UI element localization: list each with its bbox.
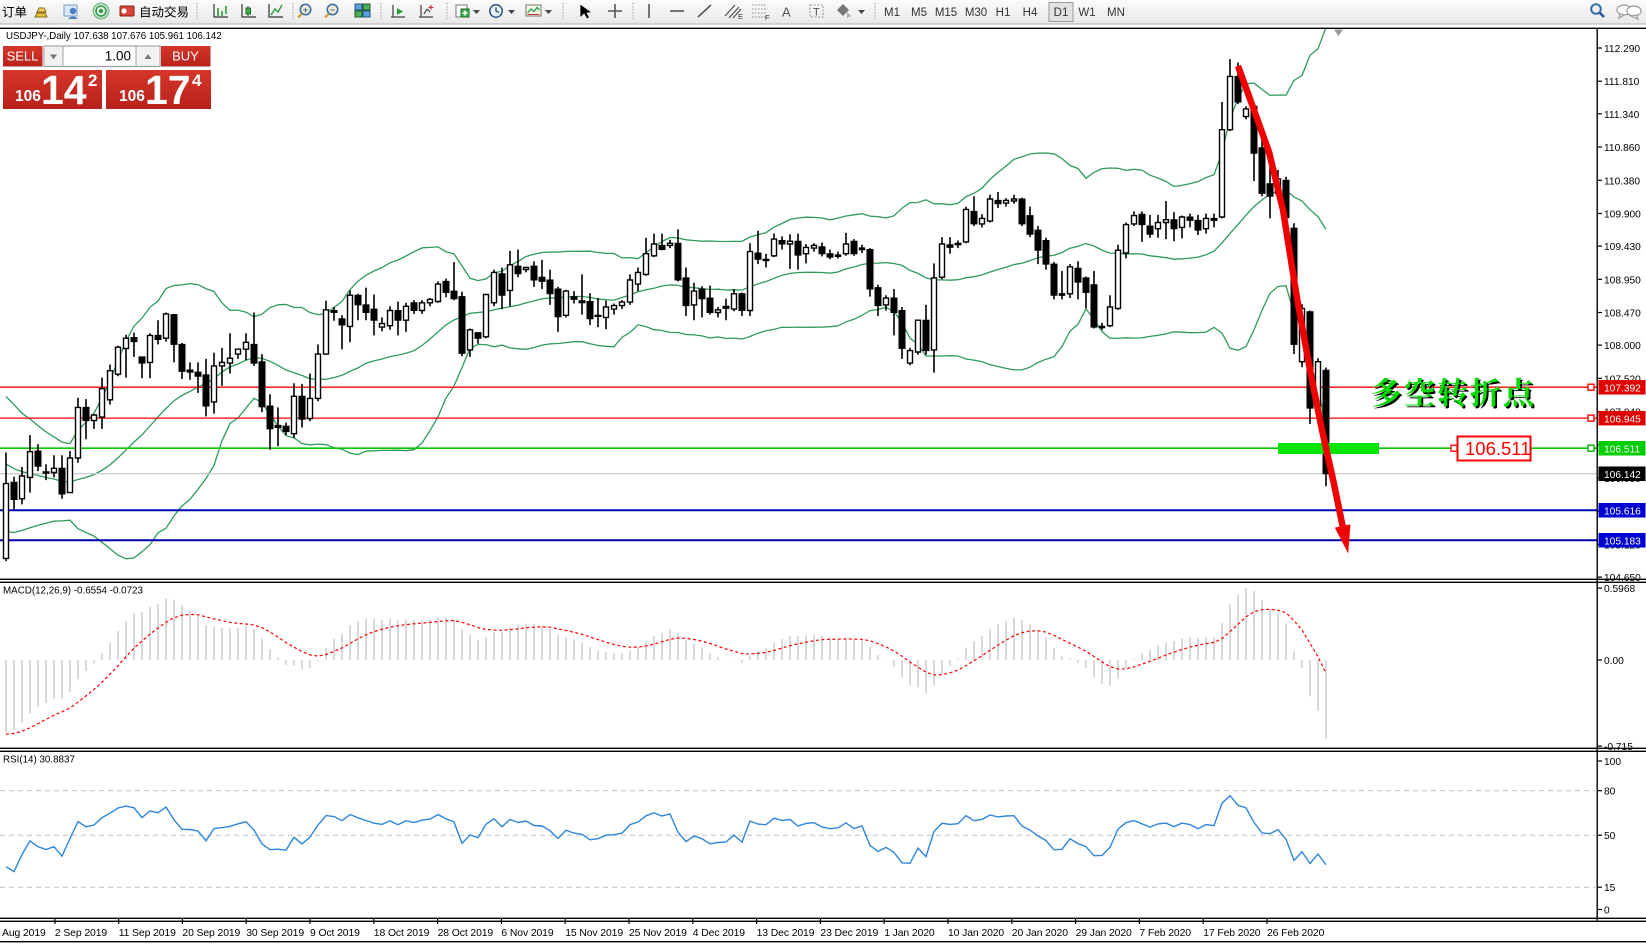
svg-text:+: + <box>303 5 308 15</box>
svg-text:106: 106 <box>119 88 145 105</box>
svg-text:SELL: SELL <box>7 49 39 64</box>
svg-text:M1: M1 <box>884 7 900 19</box>
svg-text:Aug 2019: Aug 2019 <box>2 928 46 939</box>
svg-text:107.520: 107.520 <box>1604 374 1641 385</box>
svg-text:-0.715: -0.715 <box>1604 742 1633 753</box>
svg-text:104.650: 104.650 <box>1604 573 1641 584</box>
svg-text:105.616: 105.616 <box>1604 506 1641 517</box>
svg-text:106.142: 106.142 <box>1604 470 1641 481</box>
svg-text:106: 106 <box>15 88 41 105</box>
svg-text:0.5968: 0.5968 <box>1604 584 1635 595</box>
svg-text:26 Feb 2020: 26 Feb 2020 <box>1267 928 1325 939</box>
svg-text:W1: W1 <box>1078 7 1095 19</box>
svg-text:15: 15 <box>1604 883 1616 894</box>
svg-text:80: 80 <box>1604 787 1616 798</box>
svg-text:108.470: 108.470 <box>1604 309 1641 320</box>
svg-text:USDJPY-,Daily 107.638 107.676: USDJPY-,Daily 107.638 107.676 105.961 10… <box>6 31 222 42</box>
svg-text:9 Oct 2019: 9 Oct 2019 <box>310 928 360 939</box>
svg-text:RSI(14) 30.8837: RSI(14) 30.8837 <box>3 755 75 766</box>
svg-text:+: + <box>428 3 434 14</box>
svg-text:−: − <box>330 5 335 15</box>
svg-text:105.183: 105.183 <box>1604 536 1641 547</box>
svg-text:17: 17 <box>145 67 191 113</box>
svg-text:110.860: 110.860 <box>1604 143 1640 154</box>
svg-text:100: 100 <box>1604 757 1621 768</box>
svg-text:28 Oct 2019: 28 Oct 2019 <box>438 928 494 939</box>
svg-text:D1: D1 <box>1054 7 1069 19</box>
svg-text:0: 0 <box>1604 906 1610 917</box>
svg-text:2: 2 <box>88 71 97 90</box>
svg-text:BUY: BUY <box>172 49 199 64</box>
svg-text:108.000: 108.000 <box>1604 341 1641 352</box>
svg-text:11 Sep 2019: 11 Sep 2019 <box>119 928 176 939</box>
svg-text:14: 14 <box>41 67 87 113</box>
svg-text:4: 4 <box>192 71 202 90</box>
svg-text:18 Oct 2019: 18 Oct 2019 <box>374 928 430 939</box>
svg-text:106.511: 106.511 <box>1465 438 1531 459</box>
svg-text:10 Jan 2020: 10 Jan 2020 <box>948 928 1004 939</box>
svg-text:1 Jan 2020: 1 Jan 2020 <box>884 928 935 939</box>
svg-text:H4: H4 <box>1023 7 1038 19</box>
svg-text:M15: M15 <box>935 7 957 19</box>
svg-text:30 Sep 2019: 30 Sep 2019 <box>246 928 304 939</box>
svg-text:109.900: 109.900 <box>1604 210 1641 221</box>
svg-text:1.00: 1.00 <box>105 49 131 64</box>
svg-text:29 Jan 2020: 29 Jan 2020 <box>1076 928 1132 939</box>
svg-text:15 Nov 2019: 15 Nov 2019 <box>565 928 623 939</box>
svg-text:T: T <box>813 7 820 19</box>
svg-text:A: A <box>782 5 791 20</box>
svg-text:23 Dec 2019: 23 Dec 2019 <box>820 928 878 939</box>
svg-text:MACD(12,26,9) -0.6554 -0.0723: MACD(12,26,9) -0.6554 -0.0723 <box>3 586 144 597</box>
svg-text:6 Nov 2019: 6 Nov 2019 <box>501 928 553 939</box>
svg-text:20 Jan 2020: 20 Jan 2020 <box>1012 928 1068 939</box>
svg-text:4 Dec 2019: 4 Dec 2019 <box>693 928 745 939</box>
svg-text:50: 50 <box>1604 831 1616 842</box>
svg-text:MN: MN <box>1107 7 1125 19</box>
svg-text:106.511: 106.511 <box>1604 444 1640 455</box>
svg-text:107.392: 107.392 <box>1604 383 1641 394</box>
svg-text:2 Sep 2019: 2 Sep 2019 <box>55 928 107 939</box>
svg-text:108.950: 108.950 <box>1604 275 1641 286</box>
svg-text:E: E <box>738 12 743 21</box>
svg-text:112.290: 112.290 <box>1604 44 1640 55</box>
svg-text:H1: H1 <box>996 7 1011 19</box>
svg-text:25 Nov 2019: 25 Nov 2019 <box>629 928 687 939</box>
svg-text:109.430: 109.430 <box>1604 242 1641 253</box>
svg-text:M5: M5 <box>911 7 927 19</box>
svg-text:13 Dec 2019: 13 Dec 2019 <box>757 928 815 939</box>
svg-text:M30: M30 <box>965 7 987 19</box>
svg-text:7 Feb 2020: 7 Feb 2020 <box>1139 928 1191 939</box>
svg-text:106.945: 106.945 <box>1604 414 1641 425</box>
svg-text:111.340: 111.340 <box>1604 110 1640 121</box>
svg-text:0.00: 0.00 <box>1604 656 1624 667</box>
svg-text:20 Sep 2019: 20 Sep 2019 <box>182 928 240 939</box>
svg-text:110.380: 110.380 <box>1604 176 1640 187</box>
svg-text:17 Feb 2020: 17 Feb 2020 <box>1203 928 1261 939</box>
svg-text:111.810: 111.810 <box>1604 77 1640 88</box>
svg-text:F: F <box>765 13 770 22</box>
